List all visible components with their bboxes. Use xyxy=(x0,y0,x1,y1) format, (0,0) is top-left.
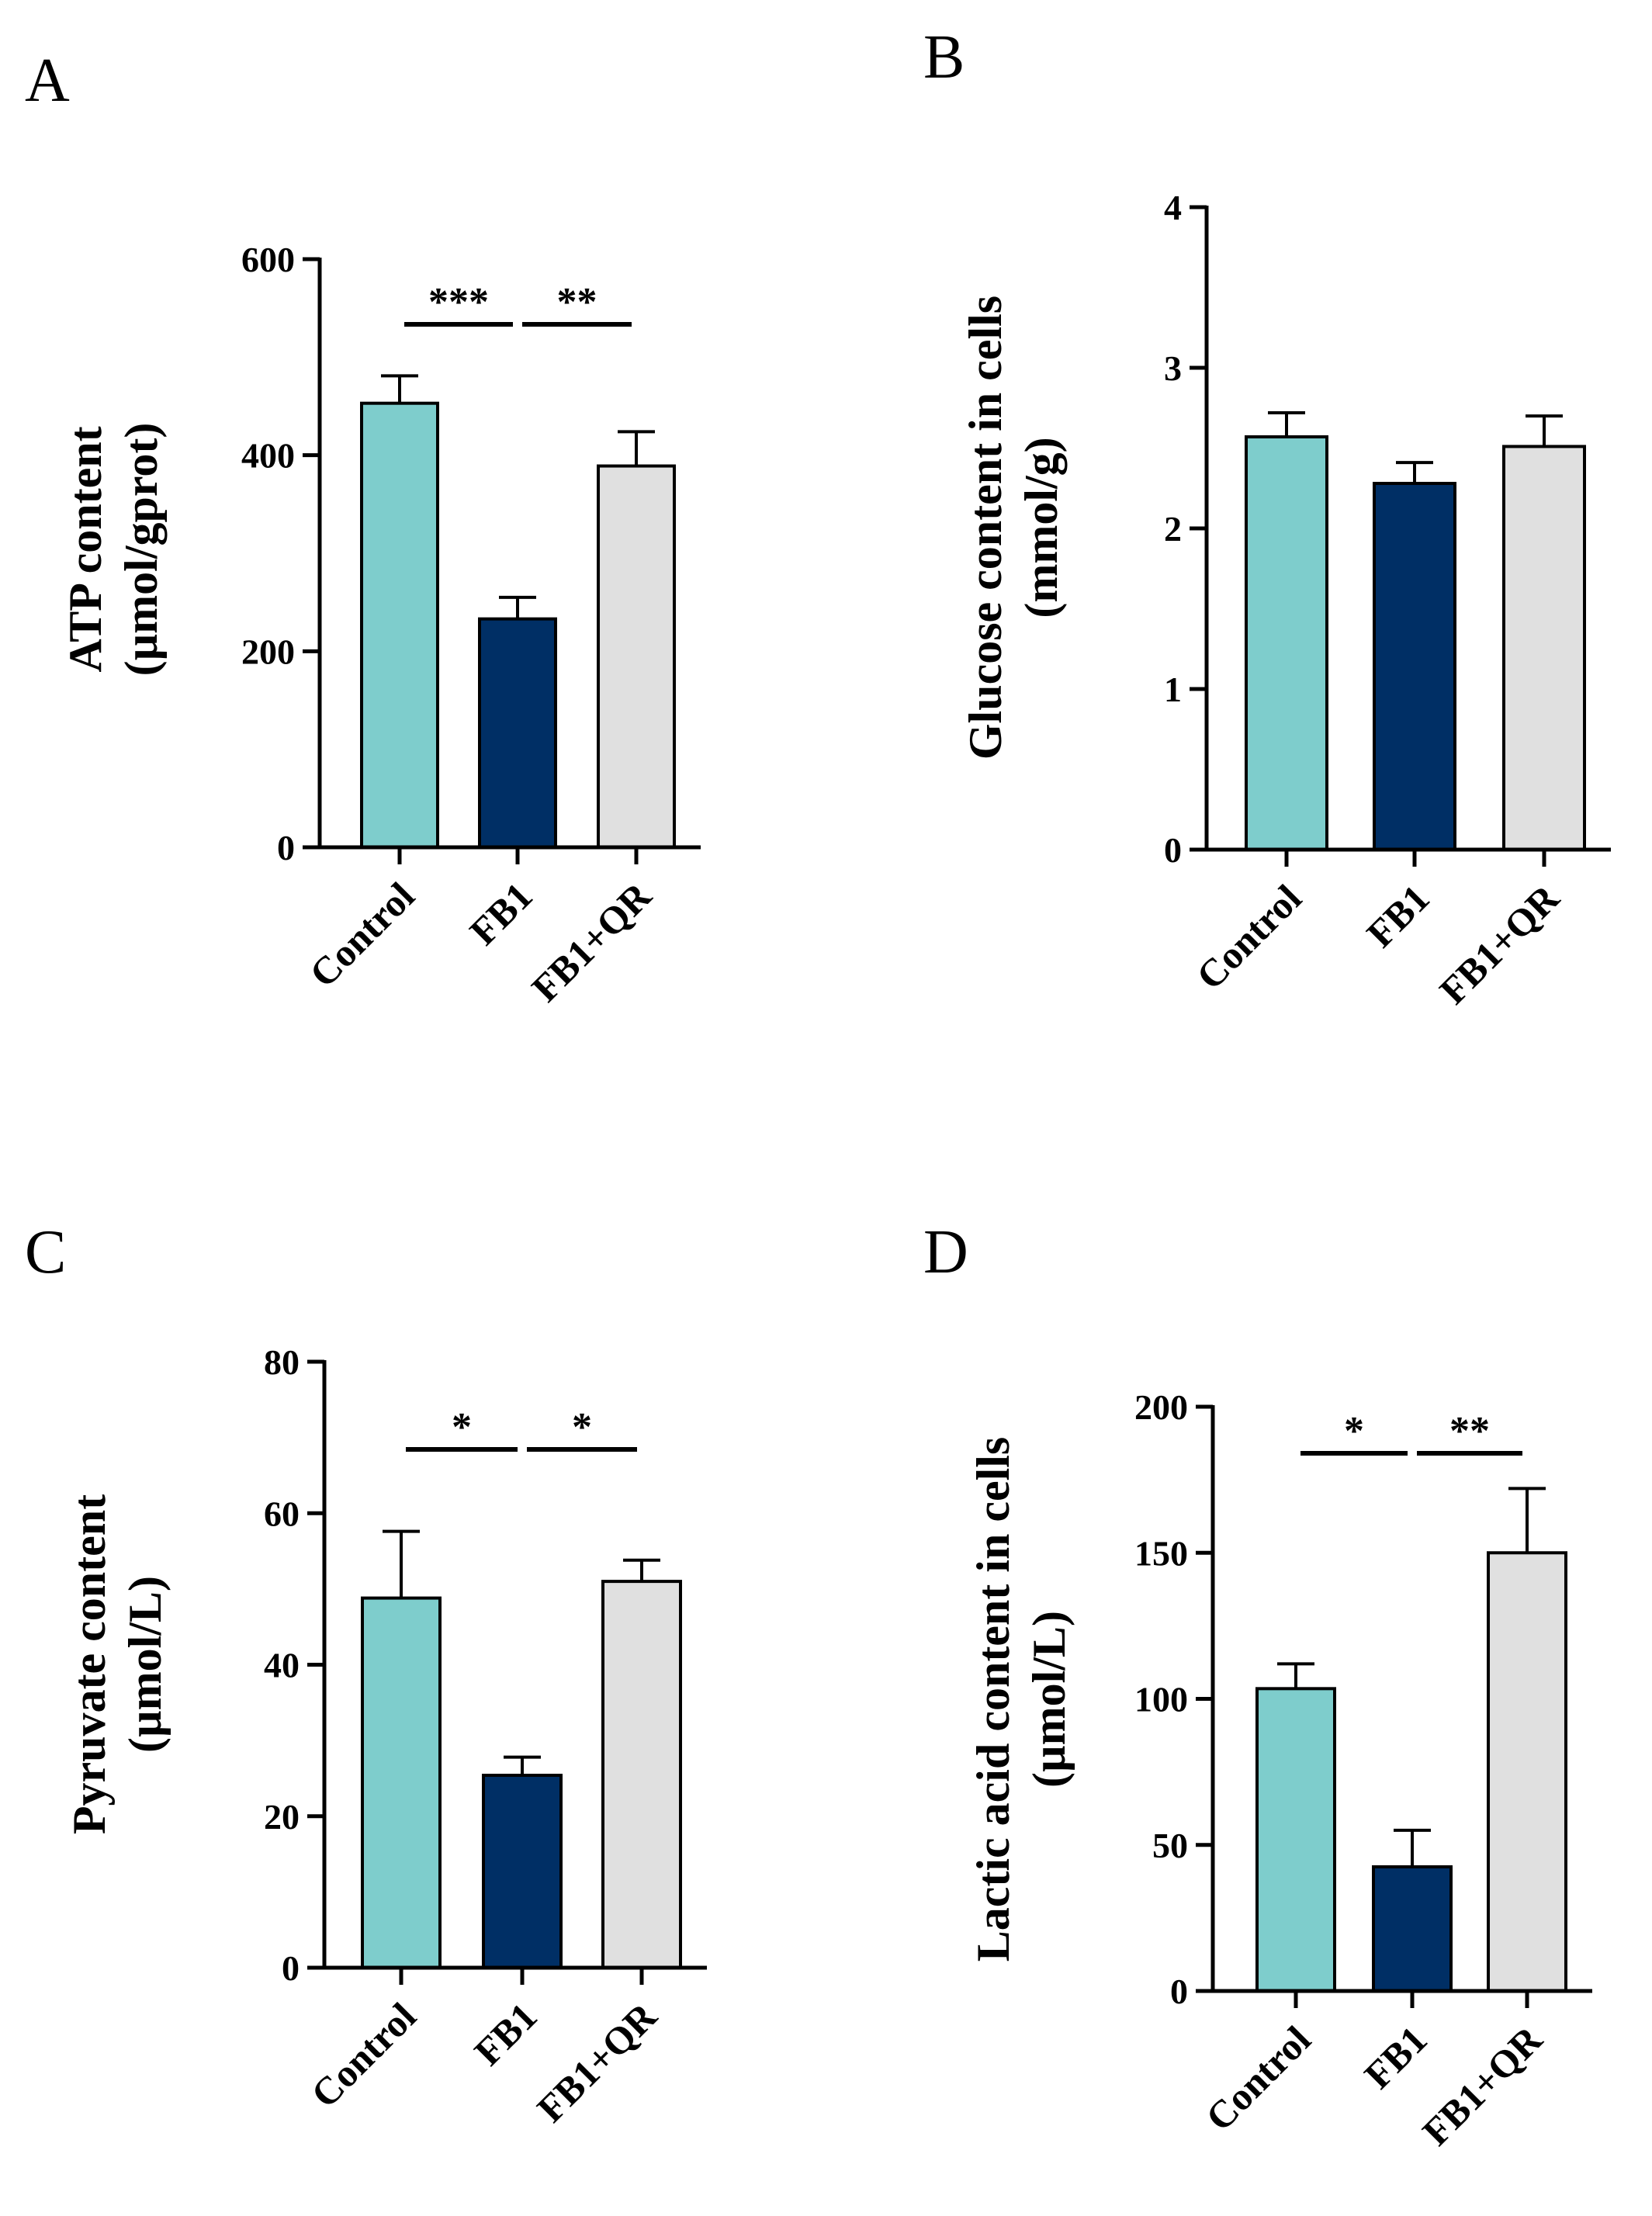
panel-letter-d: D xyxy=(923,1218,968,1286)
bar-a-1 xyxy=(478,617,557,849)
significance-label-c: * xyxy=(452,1405,472,1449)
y-axis-label-line: Pyruvate content xyxy=(64,1494,115,1834)
bar-a-0 xyxy=(360,401,439,849)
y-axis-label-line: (µmol/L) xyxy=(119,1576,171,1753)
y-tick-label-b: 4 xyxy=(1164,188,1182,227)
panel-b: B Glucose content in cells (mmol/g) 0 1 2 3 4 Co… xyxy=(923,23,1611,1013)
x-category-label-d: FB1 xyxy=(1356,2017,1435,2097)
y-tick-label-c: 80 xyxy=(264,1342,300,1382)
y-axis-label-line: (mmol/g) xyxy=(1016,437,1067,618)
bar-b-2 xyxy=(1502,445,1586,851)
x-category-label-d: FB1+QR xyxy=(1414,2017,1550,2154)
bar-b-0 xyxy=(1245,435,1328,851)
significance-label-d: ** xyxy=(1449,1409,1490,1453)
y-axis-label-line: ATP content xyxy=(60,426,111,672)
panel-d: D Lactic acid content in cells (µmol/L) 0 50… xyxy=(923,1218,1592,2154)
bar-b-1 xyxy=(1373,482,1456,851)
y-tick-label-b: 0 xyxy=(1164,830,1182,870)
y-axis-label-a: ATP content (µmol/gprot) xyxy=(60,423,167,677)
y-tick-label-b: 2 xyxy=(1164,509,1182,549)
y-axis-label-line: (µmol/L) xyxy=(1023,1611,1075,1788)
y-axis-label-line: Glucose content in cells xyxy=(960,296,1011,760)
y-tick-label-a: 200 xyxy=(241,632,295,671)
bar-d-1 xyxy=(1372,1865,1453,1993)
y-tick-label-b: 3 xyxy=(1164,348,1182,388)
y-axis-label-line: (µmol/gprot) xyxy=(116,423,167,677)
y-tick-label-d: 200 xyxy=(1134,1387,1188,1427)
y-tick-label-b: 1 xyxy=(1164,670,1182,709)
bar-d-0 xyxy=(1255,1687,1336,1993)
y-tick-label-c: 40 xyxy=(264,1646,300,1685)
y-axis-label-c: Pyruvate content (µmol/L) xyxy=(64,1494,171,1834)
y-tick-label-c: 0 xyxy=(282,1948,300,1988)
y-tick-label-a: 400 xyxy=(241,436,295,476)
x-category-label-c: Control xyxy=(303,1994,424,2116)
x-category-label-a: Control xyxy=(301,874,423,995)
x-category-label-a: FB1+QR xyxy=(523,874,660,1010)
y-axis-label-line: Lactic acid content in cells xyxy=(968,1437,1019,1962)
bar-d-2 xyxy=(1487,1551,1567,1993)
significance-label-c: * xyxy=(572,1405,592,1449)
y-tick-label-a: 600 xyxy=(241,240,295,279)
panel-letter-a: A xyxy=(25,47,70,115)
x-category-label-b: FB1+QR xyxy=(1431,876,1567,1013)
bar-c-1 xyxy=(482,1774,563,1969)
y-tick-label-c: 20 xyxy=(264,1797,300,1837)
x-category-label-b: Control xyxy=(1188,876,1310,998)
x-category-label-b: FB1 xyxy=(1358,876,1437,955)
bar-a-2 xyxy=(597,464,676,850)
y-axis-label-b: Glucose content in cells (mmol/g) xyxy=(960,296,1067,760)
panel-letter-c: C xyxy=(25,1218,66,1286)
significance-label-d: * xyxy=(1344,1409,1364,1453)
significance-label-a: *** xyxy=(428,280,489,324)
x-category-label-d: Control xyxy=(1197,2017,1319,2139)
y-tick-label-d: 50 xyxy=(1152,1826,1188,1865)
bar-c-0 xyxy=(361,1596,442,1970)
y-tick-label-d: 0 xyxy=(1170,1972,1188,2011)
panel-letter-b: B xyxy=(923,23,965,92)
y-tick-label-d: 100 xyxy=(1134,1680,1188,1719)
panel-c: C Pyruvate content (µmol/L) 0 20 40 60 80 Contro… xyxy=(25,1218,707,2131)
x-category-label-c: FB1 xyxy=(466,1994,545,2073)
y-tick-label-a: 0 xyxy=(277,828,295,867)
y-tick-label-c: 60 xyxy=(264,1494,300,1533)
x-category-label-a: FB1 xyxy=(461,874,540,953)
panel-a: A ATP content (µmol/gprot) 0 200 400 600 Contro… xyxy=(25,47,701,1010)
bar-c-2 xyxy=(601,1580,682,1970)
y-tick-label-d: 150 xyxy=(1134,1533,1188,1573)
y-axis-label-d: Lactic acid content in cells (µmol/L) xyxy=(968,1437,1075,1962)
significance-label-a: ** xyxy=(557,280,597,324)
x-category-label-c: FB1+QR xyxy=(528,1994,665,2131)
